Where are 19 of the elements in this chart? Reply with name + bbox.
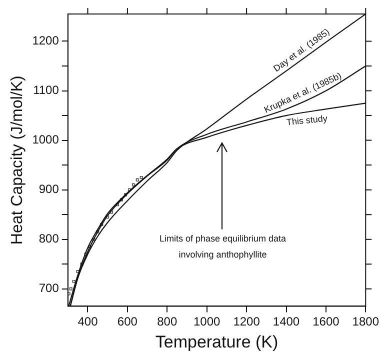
text: This study: [286, 113, 328, 128]
x-tick-label: 1000: [193, 314, 221, 329]
y-tick-label: 900: [38, 182, 60, 196]
y-axis-title: Heat Capacity (J/mol/K): [9, 76, 26, 245]
y-tick-label: 1000: [32, 132, 60, 147]
x-tick-label: 1600: [312, 314, 340, 329]
x-tick-label: 1200: [233, 314, 260, 329]
x-tick-label: 1400: [272, 314, 300, 329]
annotation: involving anthophyllite: [178, 250, 267, 260]
x-axis-title: Temperature (K): [155, 332, 278, 352]
y-tick-label: 700: [38, 281, 60, 296]
y-tick-label: 1100: [33, 83, 60, 98]
x-tick-label: 600: [117, 314, 138, 329]
y-tick-label: 1200: [32, 34, 60, 48]
x-tick-label: 400: [78, 314, 98, 329]
x-tick-label: 800: [157, 314, 178, 329]
annotation: Limits of phase equilibrium data: [159, 233, 286, 244]
x-tick-label: 1800: [352, 314, 380, 329]
y-tick-label: 800: [38, 232, 60, 246]
